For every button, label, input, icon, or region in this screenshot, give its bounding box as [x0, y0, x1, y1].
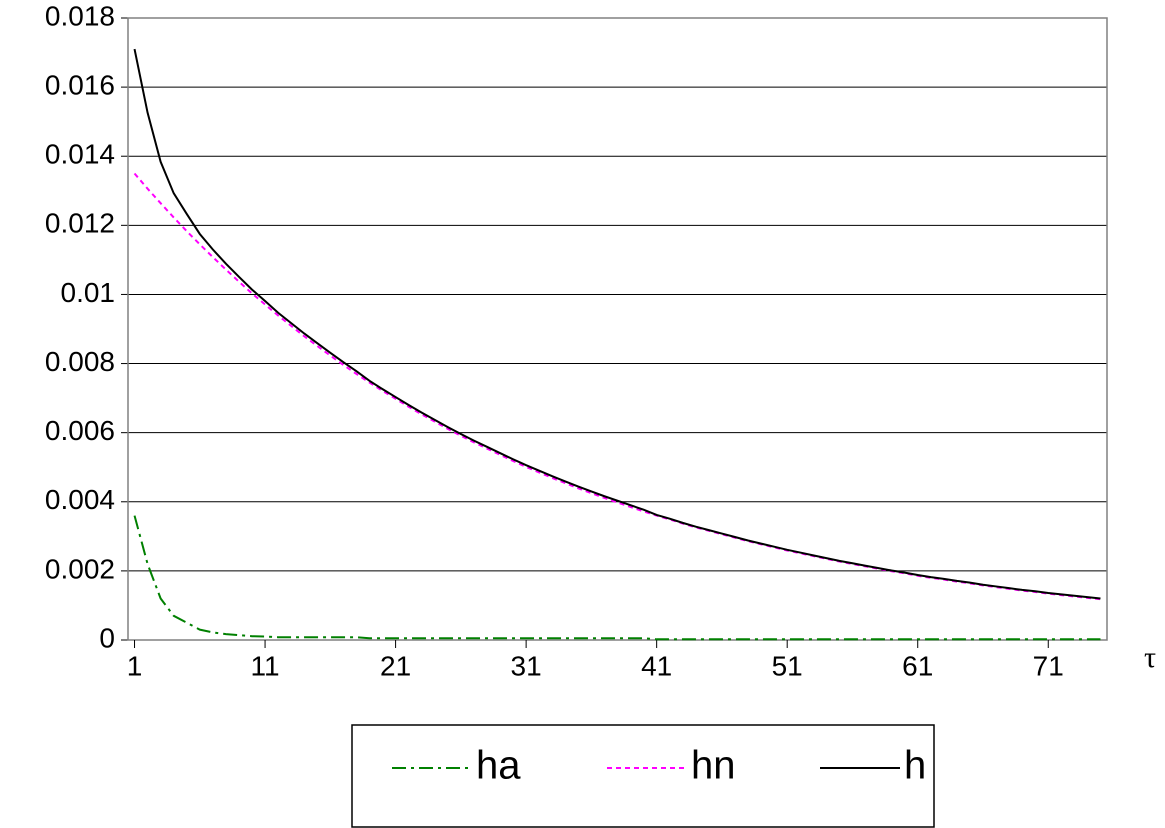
y-tick-label: 0	[99, 622, 115, 653]
legend-label: ha	[476, 744, 521, 788]
x-tick-label: 61	[902, 650, 933, 681]
x-tick-label: 31	[511, 650, 542, 681]
x-tick-label: 51	[772, 650, 803, 681]
y-tick-label: 0.012	[45, 208, 115, 239]
x-tick-label: 71	[1033, 650, 1064, 681]
y-tick-label: 0.016	[45, 70, 115, 101]
series-line	[133, 515, 1101, 641]
x-tick-label: 11	[251, 650, 280, 681]
series-line	[133, 172, 1101, 601]
y-tick-label: 0.01	[61, 277, 116, 308]
x-tick-label: 41	[641, 650, 672, 681]
legend-label: hn	[691, 744, 736, 788]
legend-box	[351, 724, 935, 828]
y-tick-label: 0.018	[45, 0, 115, 31]
y-tick-label: 0.002	[45, 553, 115, 584]
x-tick-label: 1	[127, 650, 143, 681]
plot-border	[127, 17, 1108, 641]
legend-label: h	[904, 744, 926, 788]
y-tick-label: 0.006	[45, 415, 115, 446]
y-tick-label: 0.004	[45, 484, 115, 515]
x-tick-label: 21	[380, 650, 411, 681]
y-tick-label: 0.008	[45, 346, 115, 377]
y-tick-label: 0.014	[45, 139, 115, 170]
x-axis-label: τ	[1144, 641, 1156, 674]
series-line	[133, 48, 1101, 600]
